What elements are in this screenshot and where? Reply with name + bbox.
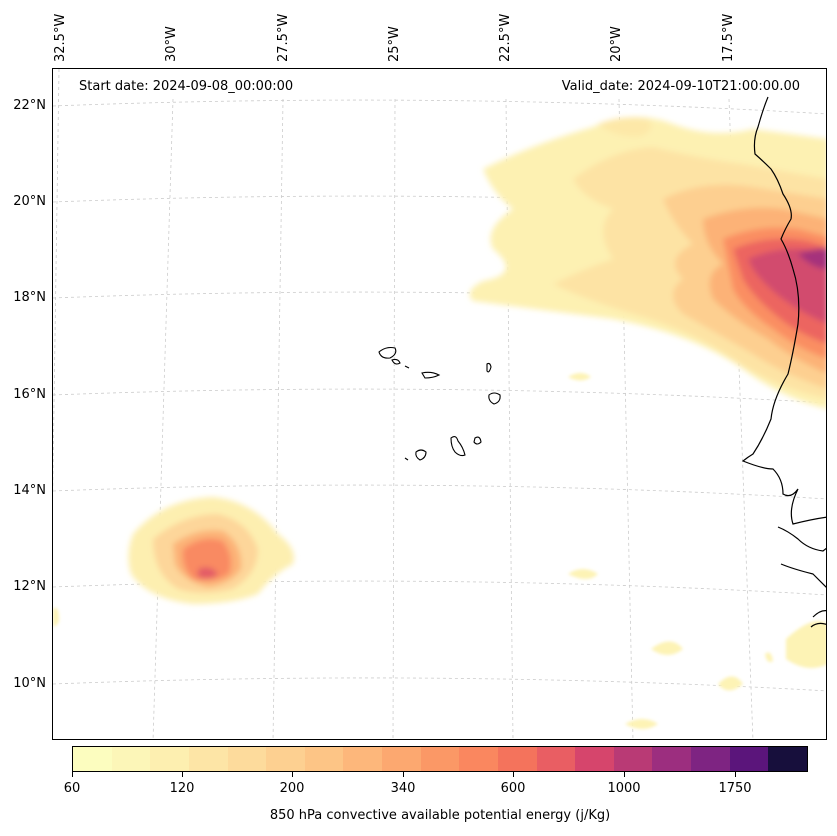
lon-label-17-5w: 17.5°W	[721, 13, 736, 62]
colorbar-cell-15	[652, 747, 691, 771]
lat-label-16n: 16°N	[13, 387, 46, 402]
colorbar-label-120: 120	[169, 781, 195, 796]
colorbar	[72, 746, 808, 772]
lon-label-27-5w: 27.5°W	[276, 13, 291, 62]
gridline-lat-14n	[53, 484, 826, 500]
colorbar-cell-17	[729, 747, 769, 771]
valid-date-label: Valid_date: 2024-09-10T21:00:00.00	[561, 79, 800, 94]
lon-label-22-5w: 22.5°W	[498, 13, 513, 62]
gridline-lat-10n	[53, 677, 826, 692]
island-santo-antao	[378, 346, 397, 359]
colorbar-cell-18	[768, 747, 807, 771]
island-sao-vicente	[391, 358, 401, 365]
colorbar-cell-5	[266, 747, 305, 771]
island-brava	[404, 457, 409, 461]
gridlines	[53, 69, 826, 739]
lat-label-10n: 10°N	[13, 676, 46, 691]
colorbar-cell-12	[536, 747, 576, 771]
gridline-lon-32-5w	[53, 69, 60, 500]
lon-label-32-5w: 32.5°W	[53, 13, 68, 62]
colorbar-cell-1	[111, 747, 151, 771]
colorbar-label-340: 340	[390, 781, 416, 796]
lat-label-20n: 20°N	[13, 194, 46, 209]
colorbar-cell-11	[497, 747, 537, 771]
colorbar-cell-10	[459, 747, 498, 771]
colorbar-cell-16	[691, 747, 730, 771]
island-fogo	[415, 449, 427, 461]
colorbar-cell-6	[304, 747, 344, 771]
colorbar-cell-13	[575, 747, 614, 771]
colorbar-label-1750: 1750	[718, 781, 752, 796]
map-canvas	[53, 69, 826, 739]
island-sao-nicolau	[421, 371, 441, 379]
coastline	[741, 96, 826, 628]
start-date-label: Start date: 2024-09-08_00:00:00	[79, 79, 294, 94]
coastline-gambia	[777, 526, 826, 552]
colorbar-cell-0	[73, 747, 112, 771]
gridline-lon-30w	[152, 98, 174, 739]
colorbar-label-60: 60	[63, 781, 81, 796]
island-boa-vista	[488, 392, 501, 405]
colorbar-cell-4	[227, 747, 267, 771]
colorbar-cell-8	[382, 747, 421, 771]
lat-label-12n: 12°N	[13, 579, 46, 594]
island-maio	[473, 436, 482, 445]
colorbar-title: 850 hPa convective available potential e…	[269, 808, 611, 823]
lon-label-30w: 30°W	[164, 26, 179, 62]
gridline-lon-22-5w	[505, 98, 514, 739]
lat-label-14n: 14°N	[13, 483, 46, 498]
lon-label-20w: 20°W	[609, 26, 624, 62]
colorbar-tick-1750	[735, 772, 736, 777]
colorbar-cell-3	[188, 747, 228, 771]
colorbar-label-1000: 1000	[607, 781, 641, 796]
cape-plume-northeast	[469, 117, 826, 409]
gridline-lon-17-5w	[728, 98, 754, 739]
cape-patches-south	[53, 373, 826, 729]
colorbar-tick-120	[182, 772, 183, 777]
lat-label-18n: 18°N	[13, 290, 46, 305]
gridline-lon-20w	[618, 98, 634, 739]
colorbar-label-200: 200	[279, 781, 305, 796]
cape-system-southwest	[128, 497, 294, 604]
colorbar-tick-340	[403, 772, 404, 777]
gridline-lat-22n	[53, 99, 826, 115]
lon-label-25w: 25°W	[387, 26, 402, 62]
cape-verde-islands	[378, 346, 501, 461]
coastline-guinea-bissau	[780, 563, 826, 588]
coastline-guinea	[810, 610, 826, 628]
colorbar-tick-200	[292, 772, 293, 777]
colorbar-tick-600	[513, 772, 514, 777]
map-panel: Start date: 2024-09-08_00:00:00 Valid_da…	[52, 68, 827, 740]
island-sal	[486, 362, 492, 373]
colorbar-tick-1000	[624, 772, 625, 777]
gridline-lon-27-5w	[272, 98, 284, 739]
colorbar-cell-2	[150, 747, 189, 771]
colorbar-cell-14	[613, 747, 653, 771]
lat-label-22n: 22°N	[13, 98, 46, 113]
island-santa-luzia	[404, 365, 410, 369]
gridline-lat-16n	[53, 388, 826, 404]
colorbar-cell-7	[343, 747, 382, 771]
colorbar-tick-60	[72, 772, 73, 777]
colorbar-label-600: 600	[500, 781, 526, 796]
island-santiago	[450, 436, 466, 457]
gridline-lon-25w	[392, 98, 396, 739]
colorbar-cell-9	[420, 747, 460, 771]
coastline-africa	[741, 96, 826, 525]
